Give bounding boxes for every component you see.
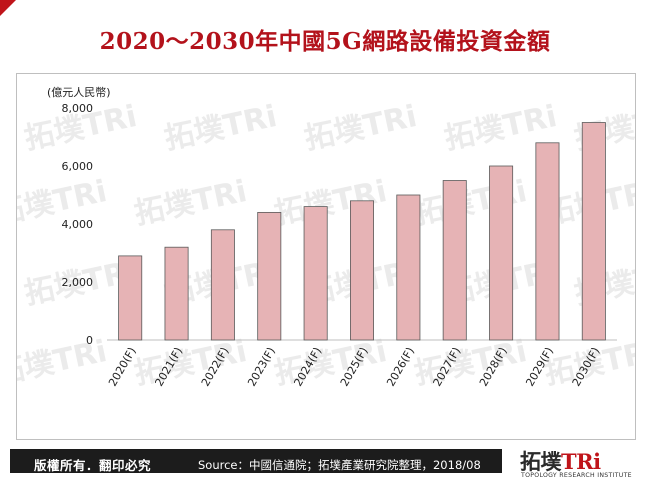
watermark-text: 拓墣TRi [301, 99, 420, 157]
y-tick-label: 4,000 [62, 218, 94, 231]
copyright-text: 版權所有．翻印必究 [34, 458, 152, 473]
bar [350, 200, 374, 341]
watermark-text: 拓墣TRi [17, 334, 110, 392]
chart-title: 2020～2030年中國5G網路設備投資金額 [99, 28, 551, 55]
y-tick-label: 0 [86, 334, 93, 347]
footer-bar: 版權所有．翻印必究 Source：中國信通院；拓墣產業研究院整理，2018/08 [10, 449, 502, 473]
y-axis-unit-label: (億元人民幣) [47, 86, 111, 99]
watermark-text: 拓墣TRi [411, 334, 530, 392]
bar [581, 122, 606, 341]
logo-subtitle: TOPOLOGY RESEARCH INSTITUTE [521, 472, 632, 479]
bar [303, 206, 328, 341]
logo-wordmark: 拓墣TRi [520, 446, 601, 476]
y-tick-label: 6,000 [62, 160, 94, 173]
bar [489, 165, 514, 341]
bar [164, 246, 189, 341]
chart-panel: 拓墣TRi 拓墣TRi 拓墣TRi 拓墣TRi 拓墣TRi 拓墣TRi 拓墣TRi 拓墣TRi… [16, 73, 636, 440]
footer: 版權所有．翻印必究 Source：中國信通院；拓墣產業研究院整理，2018/08… [0, 446, 650, 485]
watermark-text: 拓墣TRi [161, 99, 280, 157]
bar [210, 229, 235, 341]
logo-tri: TRi [561, 449, 601, 474]
bar [257, 211, 282, 341]
watermark-text: 拓墣TRi [131, 334, 250, 392]
bar [396, 194, 421, 341]
tri-logo: 拓墣TRi TOPOLOGY RESEARCH INSTITUTE [520, 446, 638, 482]
bar [535, 142, 560, 341]
logo-chinese: 拓墣 [520, 449, 562, 474]
bar [442, 180, 467, 341]
y-tick-label: 2,000 [62, 276, 94, 289]
corner-accent [0, 0, 16, 16]
y-tick-label: 8,000 [62, 102, 94, 115]
bar [118, 255, 143, 341]
watermark-text: 拓墣TRi [271, 334, 390, 392]
source-text: Source：中國信通院；拓墣產業研究院整理，2018/08 [198, 458, 481, 472]
watermark-text: 拓墣TRi [131, 174, 250, 232]
